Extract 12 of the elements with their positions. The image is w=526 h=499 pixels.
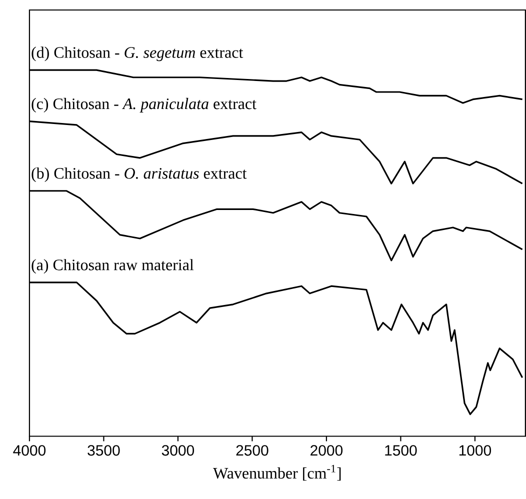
series-label: (b) Chitosan - O. aristatus extract [32, 167, 247, 182]
x-tick-label: 4000 [13, 444, 46, 456]
x-tick-label: 2500 [236, 444, 268, 456]
series-label: (d) Chitosan - G. segetum extract [32, 46, 244, 61]
series-label: (c) Chitosan - A. paniculata extract [32, 98, 256, 112]
x-tick-label: 1500 [385, 444, 417, 456]
x-tick-label: 2000 [310, 444, 343, 456]
x-axis-title: Wavenumber [cm$^{-1}$] [213, 464, 341, 480]
x-tick-label: 3500 [88, 444, 120, 456]
x-tick-label: 3000 [162, 444, 194, 456]
x-tick-label: 1000 [459, 444, 492, 456]
series-label: (a) Chitosan raw material [32, 258, 194, 274]
